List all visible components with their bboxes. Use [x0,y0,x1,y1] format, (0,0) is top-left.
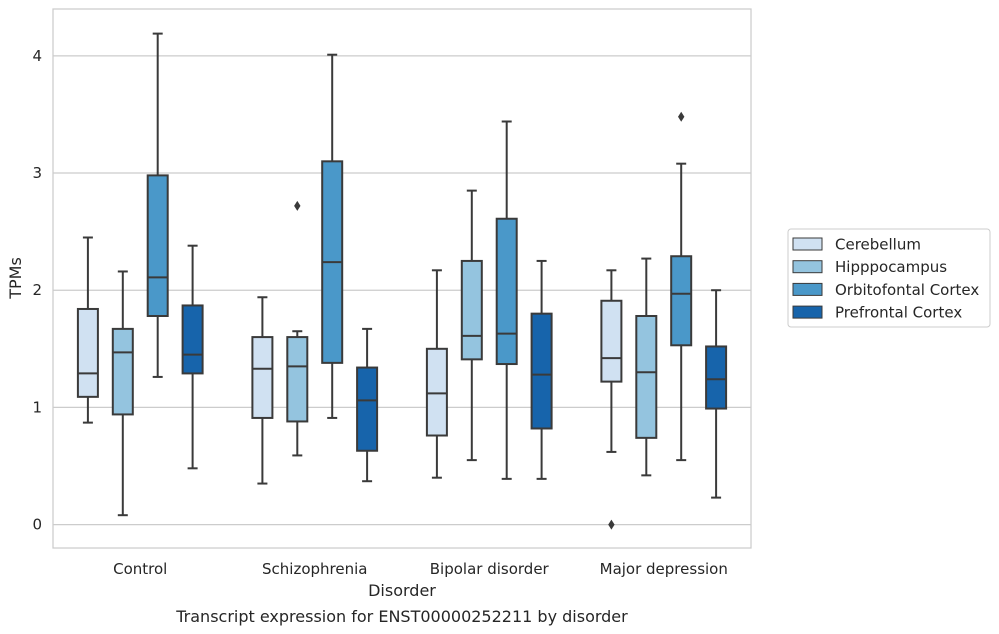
iqr-box [76,307,99,398]
legend-swatch [792,305,823,319]
y-tick-label: 3 [32,164,42,182]
legend-swatch [792,282,823,296]
grid-lines [53,55,751,526]
iqr-box [111,327,134,416]
box-groups [76,32,728,530]
box-hipppocampus [460,189,483,462]
y-tick-labels: 0 1 2 3 4 [32,47,42,534]
box-cerebellum [600,269,623,530]
box-cerebellum [76,236,99,424]
iqr-box [356,366,379,452]
y-axis-label: TPMs [6,257,25,300]
iqr-box [495,217,518,366]
box-cerebellum [425,269,448,479]
legend-frame [787,228,991,328]
x-tick-labels: Control Schizophrenia Bipolar disorder Majo… [113,560,728,578]
legend: Cerebellum Hipppocampus Orbitofontal Corte… [787,228,991,328]
legend-label: Hipppocampus [835,258,947,276]
chart-caption: Transcript expression for ENST0000025221… [175,607,628,626]
iqr-box [286,336,309,423]
legend-label: Cerebellum [835,236,921,254]
box-hipppocampus [635,257,658,477]
iqr-box [705,345,728,410]
y-tick-label: 0 [32,516,42,534]
legend-swatch [792,260,823,274]
outlier-point [294,200,301,211]
box-hipppocampus [286,200,309,457]
iqr-box [530,312,553,430]
y-tick-label: 1 [32,398,42,416]
y-tick-label: 2 [32,281,42,299]
iqr-box [670,255,693,347]
box-prefrontal-cortex [181,244,204,470]
iqr-box [181,304,204,375]
box-prefrontal-cortex [356,327,379,483]
x-tick-label: Schizophrenia [262,560,367,578]
iqr-box [635,314,658,439]
iqr-box [251,336,274,419]
outlier-point [678,111,685,122]
box-orbitofontal-cortex [321,53,344,419]
box-prefrontal-cortex [705,289,728,499]
box-orbitofontal-cortex [495,120,518,480]
box-cerebellum [251,296,274,485]
box-orbitofontal-cortex [146,32,169,378]
box-hipppocampus [111,270,134,517]
y-tick-label: 4 [32,47,42,65]
iqr-box [146,174,169,317]
x-axis-label: Disorder [368,581,436,600]
x-tick-label: Bipolar disorder [430,560,550,578]
iqr-box [460,259,483,361]
outlier-point [608,519,615,530]
box-orbitofontal-cortex [670,111,693,462]
iqr-box [600,299,623,383]
legend-swatch [792,237,823,251]
box-prefrontal-cortex [530,259,553,480]
legend-label: Orbitofontal Cortex [835,281,979,299]
plot-frame [52,8,752,549]
x-tick-label: Major depression [600,560,728,578]
legend-label: Prefrontal Cortex [835,304,962,322]
x-tick-label: Control [113,560,167,578]
iqr-box [425,347,448,437]
